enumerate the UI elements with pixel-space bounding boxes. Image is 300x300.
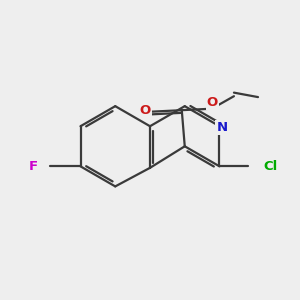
Text: Cl: Cl (263, 160, 278, 173)
Text: O: O (207, 96, 218, 109)
Text: O: O (140, 104, 151, 117)
Text: N: N (216, 121, 227, 134)
Text: F: F (29, 160, 38, 173)
